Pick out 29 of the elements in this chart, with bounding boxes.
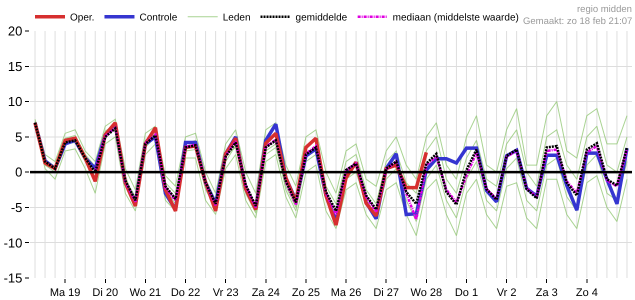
x-tick-label: Di 27 (373, 287, 400, 300)
x-tick-label: Vr 23 (212, 287, 239, 300)
legend-label: Controle (139, 12, 178, 24)
x-tick-label: Wo 21 (130, 287, 162, 300)
legend-label: Leden (222, 12, 251, 24)
legend-label: mediaan (middelste waarde) (392, 12, 519, 24)
x-tick-label: Za 24 (252, 287, 280, 300)
y-tick-label: -5 (10, 200, 22, 215)
x-tick-label: Vr 2 (496, 287, 516, 300)
legend-label: gemiddelde (296, 12, 348, 24)
x-tick-label: Ma 26 (330, 287, 362, 300)
y-tick-label: 10 (8, 94, 22, 110)
x-tick-label: Zo 4 (576, 287, 598, 300)
x-tick-label: Wo 28 (410, 287, 442, 300)
x-tick-label: Di 20 (92, 287, 118, 300)
x-tick-label: Do 1 (454, 287, 478, 300)
y-tick-label: 5 (15, 129, 22, 144)
x-tick-label: Ma 19 (50, 287, 80, 300)
x-tick-label: Do 22 (170, 287, 200, 300)
x-tick-label: Zo 25 (292, 287, 320, 300)
legend-label: Oper. (70, 12, 94, 24)
text: regio midden (577, 4, 632, 15)
y-tick-label: -15 (4, 270, 22, 286)
y-tick-label: -10 (4, 235, 22, 250)
y-tick-label: 0 (15, 164, 22, 180)
y-tick-label: 20 (8, 24, 22, 39)
x-tick-label: Za 3 (536, 287, 558, 300)
text: Gemaakt: zo 18 feb 21:07 (523, 16, 632, 27)
y-tick-label: 15 (8, 58, 22, 74)
